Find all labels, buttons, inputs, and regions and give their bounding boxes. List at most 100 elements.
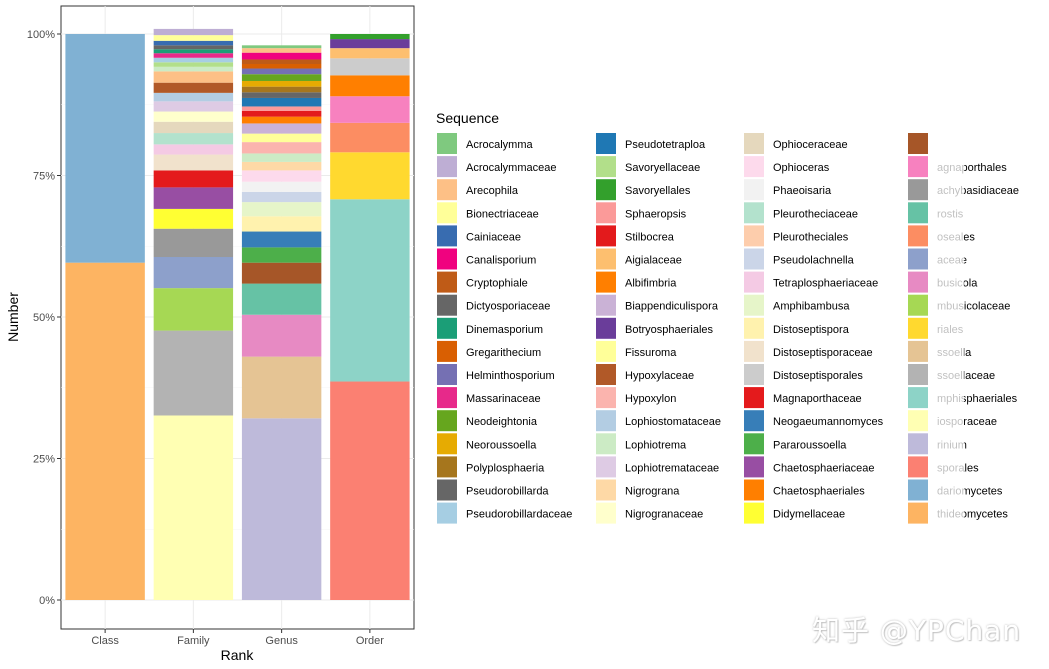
x-axis-title: Rank	[221, 647, 255, 663]
bar-segment-family	[153, 49, 234, 54]
x-tick-label: Genus	[265, 635, 298, 647]
legend-swatch	[908, 433, 928, 455]
legend-swatch	[744, 225, 764, 247]
bar-segment-genus	[241, 142, 322, 154]
legend-swatch	[744, 479, 764, 501]
legend-swatch	[908, 271, 928, 293]
bar-segment-family	[153, 133, 234, 145]
bar-segment-family	[153, 257, 234, 289]
legend-label: Pleurotheciaceae	[773, 208, 858, 220]
legend-label: Pararoussoella	[773, 439, 847, 451]
legend-item: Pleurotheciaceae	[744, 202, 858, 224]
legend-item: Tetraplosphaeriaceae	[744, 271, 878, 293]
y-tick-label: 75%	[33, 171, 55, 183]
legend-label: Pseudotetraploa	[625, 139, 706, 151]
bar-segment-family	[153, 28, 234, 36]
bar-segment-genus	[241, 262, 322, 284]
bar-segment-family	[153, 121, 234, 134]
legend-item: Amphibambusa	[744, 294, 850, 316]
legend-item: Magnaporthaceae	[744, 387, 862, 409]
legend-swatch	[908, 133, 928, 154]
legend-item: Pseudorobillardaceae	[437, 502, 572, 524]
legend-swatch	[596, 271, 616, 293]
legend-swatch	[908, 156, 928, 178]
legend-swatch	[744, 248, 764, 270]
legend-swatch	[908, 364, 928, 385]
legend-item: Hypoxylaceae	[596, 364, 694, 385]
legend-swatch	[744, 271, 764, 293]
legend-swatch	[744, 502, 764, 524]
legend-swatch	[908, 410, 928, 432]
bar-segment-order	[330, 381, 410, 600]
bar-segment-family	[153, 111, 234, 122]
legend-item: Dictyosporiaceae	[437, 294, 550, 316]
legend-label: Didymellaceae	[773, 509, 845, 521]
bar-segment-genus	[241, 80, 322, 87]
legend-label: Distoseptisporaceae	[773, 347, 873, 359]
legend-swatch	[744, 202, 764, 224]
legend-item: Phaeoisaria	[744, 179, 832, 201]
legend-swatch	[596, 364, 616, 385]
legend-label: Neodeightonia	[466, 416, 538, 428]
legend-swatch	[437, 248, 457, 270]
bar-segment-genus	[241, 59, 322, 64]
legend-swatch	[596, 225, 616, 247]
legend-item: Lophiostomataceae	[596, 410, 721, 432]
legend-item: Pleurotheciales	[744, 225, 849, 247]
legend-swatch	[908, 479, 928, 501]
bar-segment-family	[153, 415, 234, 600]
y-axis: 0% 25% 50% 75% 100%	[27, 29, 61, 607]
legend-label: Dictyosporiaceae	[466, 301, 550, 313]
legend-item: Bionectriaceae	[437, 202, 539, 224]
legend-item: Ophioceraceae	[744, 133, 848, 154]
legend-item: Arecophila	[437, 179, 519, 201]
legend-swatch	[596, 410, 616, 432]
legend-swatch	[744, 317, 764, 339]
legend-item: Hypoxylon	[596, 387, 676, 409]
bar-segment-genus	[241, 92, 322, 98]
y-tick-label: 0%	[39, 595, 55, 607]
legend-label: Savoryellales	[625, 185, 691, 197]
legend-item: Savoryellales	[596, 179, 691, 201]
bar-segment-genus	[241, 48, 322, 53]
legend-swatch	[744, 156, 764, 178]
y-tick-label: 100%	[27, 29, 55, 41]
bar-segment-order	[330, 48, 410, 59]
legend-swatch	[744, 340, 764, 362]
legend-swatch	[908, 294, 928, 316]
legend-swatch	[596, 202, 616, 224]
bar-segment-family	[153, 144, 234, 155]
bar-segment-genus	[241, 418, 322, 600]
x-axis: Class Family Genus Order	[91, 629, 384, 647]
legend-item: Savoryellaceae	[596, 156, 700, 178]
legend-item: Lophiotrema	[596, 433, 687, 455]
bar-segment-family	[153, 101, 234, 112]
legend-label: Lophiostomataceae	[625, 416, 721, 428]
legend-label: Neoroussoella	[466, 439, 537, 451]
bar-segment-family	[153, 288, 234, 331]
legend-swatch	[596, 340, 616, 362]
legend-item: Nigrogranaceae	[596, 502, 703, 524]
bar-segment-genus	[241, 106, 322, 111]
x-tick-label: Family	[177, 635, 210, 647]
legend-item: Aigialaceae	[596, 248, 682, 270]
legend-swatch	[437, 271, 457, 293]
legend-swatch	[908, 225, 928, 247]
legend-swatch	[596, 248, 616, 270]
legend-item: Polyplosphaeria	[437, 456, 545, 478]
legend-label: Amphibambusa	[773, 301, 850, 313]
legend-label: Savoryellaceae	[625, 162, 700, 174]
legend-swatch	[596, 317, 616, 339]
bar-segment-genus	[241, 202, 322, 217]
legend-label: Canalisporium	[466, 255, 536, 267]
bar-segment-order	[330, 58, 410, 76]
bar-segment-order	[330, 34, 410, 40]
legend-label: Tetraplosphaeriaceae	[773, 278, 878, 290]
bar-segment-family	[153, 71, 234, 83]
bar-segment-family	[153, 170, 234, 188]
legend-label: Nigrogranaceae	[625, 509, 703, 521]
legend-label: Pseudorobillarda	[466, 486, 549, 498]
legend-label: Hypoxylon	[625, 393, 676, 405]
bar-segment-class	[65, 262, 145, 600]
